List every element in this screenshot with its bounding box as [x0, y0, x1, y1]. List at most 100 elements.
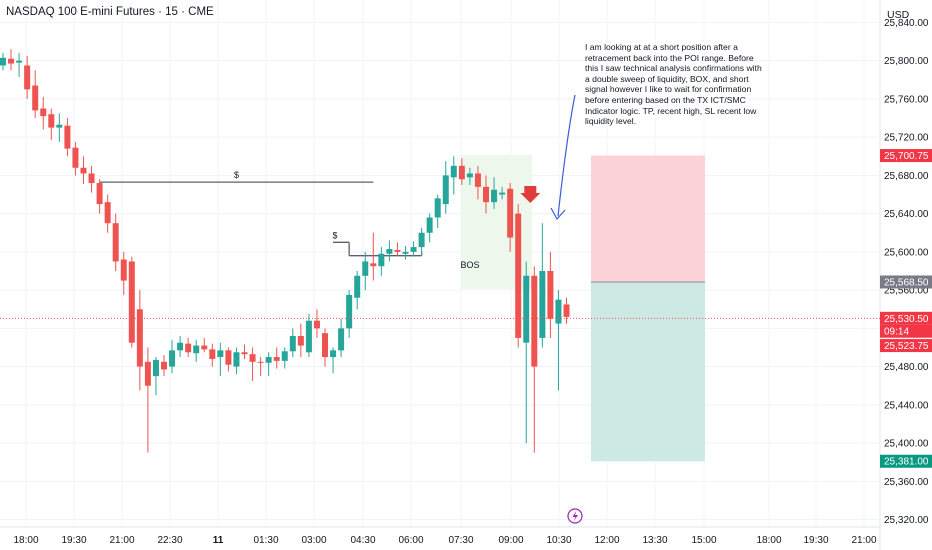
candle: [370, 232, 377, 281]
candle: [40, 97, 47, 130]
annotation-arrow: [557, 94, 576, 217]
candle: [547, 251, 554, 338]
candle: [394, 242, 401, 256]
candle-body: [144, 361, 151, 386]
candle: [96, 179, 103, 214]
candle-body: [378, 253, 385, 267]
candle: [378, 247, 385, 276]
candle-body: [136, 309, 143, 367]
candle-body: [523, 275, 530, 343]
candle-body: [64, 125, 71, 149]
y-tick-label: 25,400.00: [884, 439, 929, 450]
candle: [305, 314, 312, 358]
candle-body: [24, 65, 31, 90]
candle: [515, 204, 522, 348]
liquidity-label: $: [333, 230, 338, 240]
candle-body: [169, 350, 176, 367]
candle-body: [499, 192, 506, 195]
candle-body: [418, 232, 425, 248]
stop-loss-zone: [591, 155, 705, 282]
chart-overlay: [0, 94, 880, 524]
candle-body: [539, 271, 546, 338]
candle: [8, 49, 15, 71]
chart-title[interactable]: NASDAQ 100 E-mini Futures · 15 · CME: [6, 6, 214, 18]
candle: [410, 241, 417, 257]
y-tick-label: 25,640.00: [884, 209, 929, 220]
candle-body: [370, 263, 377, 267]
price-tag-target: 25,381.00: [880, 454, 932, 468]
y-tick-label: 25,320.00: [884, 515, 929, 526]
price-tag-last-low: 25,523.75: [880, 339, 932, 353]
price-tag-label: 09:14: [884, 327, 909, 338]
candle: [177, 336, 184, 358]
candle: [273, 347, 280, 369]
position-zones: [461, 155, 705, 462]
currency-label[interactable]: USD: [887, 9, 910, 21]
candle-body: [257, 361, 264, 363]
candle-body: [330, 350, 337, 358]
candle-body: [48, 114, 55, 128]
candle-body: [32, 85, 39, 111]
candle: [362, 251, 369, 291]
candle-body: [313, 320, 320, 329]
x-tick-label: 09:00: [498, 535, 523, 546]
price-tag-countdown: 09:14: [880, 324, 932, 338]
x-tick-label: 04:30: [350, 535, 375, 546]
candle: [289, 328, 296, 358]
candle-body: [466, 173, 473, 178]
candle-body: [152, 359, 159, 377]
candle: [16, 53, 23, 77]
trade-note: I am looking at at a short position afte…: [585, 42, 762, 127]
liquidity-label: $: [234, 170, 239, 180]
candle: [442, 161, 449, 214]
candle-body: [281, 351, 288, 361]
candle-body: [555, 299, 562, 324]
candle-body: [563, 304, 570, 317]
x-tick-label: 15:00: [691, 535, 716, 546]
candle: [555, 290, 562, 391]
candle: [313, 309, 320, 338]
candle: [330, 347, 337, 374]
candle-body: [177, 342, 184, 351]
bos-label: BOS: [460, 260, 479, 270]
candle: [152, 357, 159, 396]
y-tick-label: 25,600.00: [884, 247, 929, 258]
lightning-event-icon: [567, 508, 583, 524]
candle: [144, 347, 151, 453]
candle-body: [80, 167, 87, 174]
candle: [112, 213, 119, 271]
candle: [241, 344, 248, 359]
candle-body: [531, 275, 538, 367]
candle-body: [185, 343, 192, 353]
x-tick-label: 21:00: [109, 535, 134, 546]
candle-body: [386, 249, 393, 254]
price-tag-last: 25,530.50: [880, 311, 932, 325]
x-tick-label: 11: [213, 535, 224, 546]
candle: [32, 70, 39, 119]
candle-body: [322, 333, 328, 358]
candle-body: [426, 217, 433, 233]
candle: [265, 352, 272, 377]
candle: [499, 186, 506, 200]
candle-body: [72, 147, 79, 168]
candle-body: [297, 336, 304, 346]
candle: [233, 347, 240, 375]
x-tick-label: 19:30: [61, 535, 86, 546]
price-axis[interactable]: 25,840.00 25,800.00 25,760.00 25,720.00 25,6…: [884, 18, 929, 526]
candle: [539, 223, 546, 348]
candle-body: [249, 354, 256, 362]
candle: [458, 158, 465, 185]
candle-body: [217, 350, 224, 358]
candle-body: [112, 223, 119, 262]
candle: [507, 183, 514, 252]
take-profit-zone: [591, 281, 705, 462]
candle: [120, 251, 127, 295]
candle-body: [241, 352, 248, 355]
candle: [434, 194, 441, 228]
candle-body: [40, 108, 47, 117]
candle-body: [450, 165, 457, 178]
candle: [346, 290, 353, 338]
time-axis[interactable]: 18:00 19:30 21:00 22:30 11 01:30 03:00 04:30 06:…: [13, 535, 876, 546]
candle-body: [434, 198, 441, 218]
